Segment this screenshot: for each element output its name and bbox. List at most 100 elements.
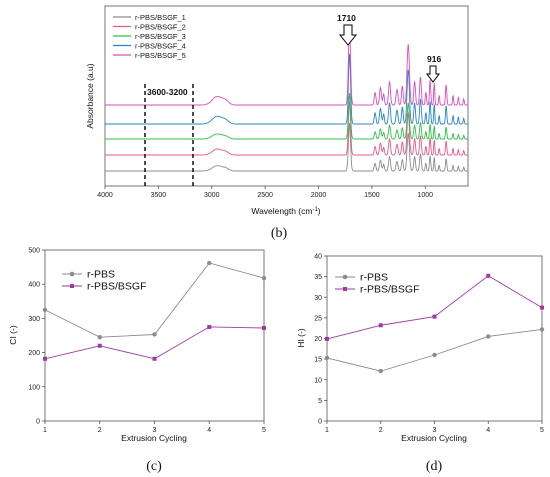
y-tick-label: 20 xyxy=(314,336,322,343)
data-point xyxy=(540,305,544,310)
x-tick-label: 4000 xyxy=(97,192,113,199)
hi-axes: 0 5 10 15 20 25 30 35 40 1 2 3 4 5 xyxy=(314,254,544,435)
ci-series xyxy=(42,260,267,361)
ci-y-axis-label: CI (-) xyxy=(8,325,18,345)
hi-series xyxy=(324,273,545,374)
spectrum-line xyxy=(105,54,468,125)
panel-label-c: (c) xyxy=(146,459,162,474)
data-point xyxy=(261,275,267,281)
ftir-spectra xyxy=(105,27,468,172)
data-point xyxy=(42,307,48,313)
spectrum-line xyxy=(105,27,468,106)
peak-annotation-1710: 1710 xyxy=(337,13,356,23)
data-point xyxy=(378,323,383,328)
data-point xyxy=(97,343,102,348)
y-tick-label: 10 xyxy=(314,377,322,384)
x-tick-label: 5 xyxy=(540,427,544,434)
y-tick-label: 5 xyxy=(318,398,322,405)
legend-label: r-PBS/BSGF_1 xyxy=(135,13,186,22)
x-tick-label: 4 xyxy=(486,427,490,434)
y-tick-label: 500 xyxy=(28,248,40,255)
data-point xyxy=(152,356,157,361)
data-point xyxy=(207,324,212,329)
legend-marker xyxy=(342,274,348,280)
x-tick-label: 2 xyxy=(379,427,383,434)
legend-label: r-PBS xyxy=(360,272,388,284)
y-tick-label: 400 xyxy=(28,282,40,289)
spectrum-line xyxy=(105,123,468,172)
data-point xyxy=(432,314,437,319)
legend-label: r-PBS/BSGF_5 xyxy=(135,51,186,60)
legend-marker xyxy=(70,284,74,288)
x-tick-label: 1500 xyxy=(364,192,380,199)
data-point xyxy=(262,325,266,330)
ftir-x-axis-label: Wavelength (cm-1) xyxy=(251,206,320,216)
data-point xyxy=(207,260,212,266)
down-arrow-icon xyxy=(338,24,358,46)
x-tick-label: 1000 xyxy=(418,192,434,199)
y-tick-label: 0 xyxy=(36,419,40,426)
ci-x-axis-label: Extrusion Cycling xyxy=(121,433,187,443)
ftir-chart: 4000 3500 3000 2500 2000 1500 1000 3600-3200 1… xyxy=(85,5,469,241)
legend-label: r-PBS/BSGF_2 xyxy=(135,23,186,32)
peak-annotation-916: 916 xyxy=(427,54,441,64)
ci-axes: 0 100 200 300 400 500 1 2 3 4 5 xyxy=(28,248,266,435)
data-point xyxy=(539,327,545,332)
x-tick-label: 3 xyxy=(153,427,157,434)
legend-marker xyxy=(343,287,347,291)
ftir-x-ticks: 4000 3500 3000 2500 2000 1500 1000 xyxy=(97,186,433,199)
data-point xyxy=(486,334,491,339)
x-tick-label: 3500 xyxy=(151,192,167,199)
data-point xyxy=(97,335,102,340)
data-point xyxy=(432,352,437,358)
down-arrow-icon xyxy=(426,65,440,83)
x-tick-label: 3 xyxy=(433,427,437,434)
x-tick-label: 1 xyxy=(325,427,329,434)
panel-label-b: (b) xyxy=(271,226,288,241)
y-tick-label: 35 xyxy=(314,274,322,281)
x-tick-label: 5 xyxy=(262,427,266,434)
y-tick-label: 40 xyxy=(314,254,322,261)
x-tick-label: 2000 xyxy=(311,192,327,199)
hi-x-axis-label: Extrusion Cycling xyxy=(401,433,467,443)
ftir-plot-frame xyxy=(104,5,469,187)
spectrum-line xyxy=(105,93,468,140)
x-tick-label: 3000 xyxy=(204,192,220,199)
legend-label: r-PBS/BSGF xyxy=(360,284,420,296)
series-line xyxy=(326,328,543,372)
y-tick-label: 100 xyxy=(28,384,40,391)
y-tick-label: 25 xyxy=(314,315,322,322)
legend-marker xyxy=(69,271,75,277)
data-point xyxy=(152,332,157,337)
ftir-y-axis-label: Absorbance (a.u) xyxy=(85,63,95,128)
y-tick-label: 15 xyxy=(314,357,322,364)
range-annotation: 3600-3200 xyxy=(147,87,188,97)
legend-label: r-PBS/BSGF xyxy=(87,281,147,293)
y-tick-label: 0 xyxy=(318,419,322,426)
legend-label: r-PBS/BSGF_4 xyxy=(135,42,186,51)
y-tick-label: 30 xyxy=(314,295,322,302)
x-tick-label: 2 xyxy=(98,427,102,434)
x-tick-label: 4 xyxy=(207,427,211,434)
legend-label: r-PBS xyxy=(87,269,115,281)
legend-label: r-PBS/BSGF_3 xyxy=(135,32,186,41)
x-tick-label: 1 xyxy=(43,427,47,434)
data-point xyxy=(378,368,383,374)
series-line xyxy=(44,326,265,360)
panel-label-d: (d) xyxy=(426,459,443,474)
spectrum-line xyxy=(105,101,468,156)
data-point xyxy=(325,336,329,341)
y-tick-label: 300 xyxy=(28,316,40,323)
ftir-legend: r-PBS/BSGF_1r-PBS/BSGF_2r-PBS/BSGF_3r-PB… xyxy=(113,13,186,60)
y-tick-label: 200 xyxy=(28,350,40,357)
data-point xyxy=(324,355,330,361)
x-tick-label: 2500 xyxy=(257,192,273,199)
data-point xyxy=(486,273,491,278)
hi-y-axis-label: HI (-) xyxy=(296,328,306,348)
data-point xyxy=(43,356,47,361)
